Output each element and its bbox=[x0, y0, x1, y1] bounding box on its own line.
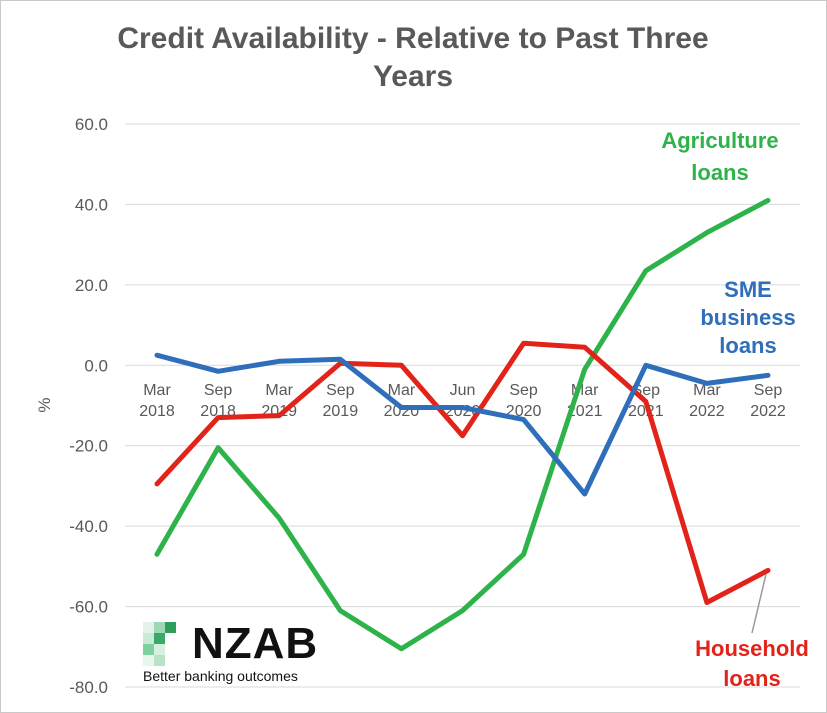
mosaic-tile bbox=[176, 633, 187, 644]
nzab-mosaic-icon bbox=[143, 622, 187, 666]
chart-title-line-2: Years bbox=[373, 60, 453, 93]
chart-title-line-1: Credit Availability - Relative to Past T… bbox=[117, 22, 708, 55]
y-axis-ticks: 60.0 40.0 20.0 0.0 -20.0 -40.0 -60.0 -80.0 bbox=[69, 115, 108, 697]
mosaic-tile bbox=[176, 622, 187, 633]
mosaic-tile bbox=[143, 655, 154, 666]
series-annotation-sme-business-loans: business bbox=[700, 305, 795, 330]
mosaic-tile bbox=[165, 655, 176, 666]
x-tick-label-month: Mar bbox=[143, 382, 171, 399]
x-tick-label-year: 2019 bbox=[323, 403, 359, 420]
x-tick-label-year: 2022 bbox=[750, 403, 786, 420]
x-tick-label-month: Jun bbox=[450, 382, 476, 399]
mosaic-tile bbox=[143, 622, 154, 633]
x-tick-label-month: Sep bbox=[754, 382, 783, 399]
y-tick-label: -60.0 bbox=[69, 598, 108, 617]
y-tick-label: -40.0 bbox=[69, 517, 108, 536]
logo-tagline: Better banking outcomes bbox=[143, 668, 298, 684]
series-annotation-household-loans: loans bbox=[723, 666, 780, 691]
mosaic-tile bbox=[165, 644, 176, 655]
gridlines bbox=[125, 123, 800, 688]
series-annotation-agriculture-loans: Agriculture bbox=[661, 128, 778, 153]
x-tick-label-month: Sep bbox=[326, 382, 355, 399]
mosaic-tile bbox=[143, 633, 154, 644]
y-tick-label: -80.0 bbox=[69, 678, 108, 697]
chart-title: Credit Availability - Relative to Past T… bbox=[117, 22, 708, 93]
series-annotation-agriculture-loans: loans bbox=[691, 160, 748, 185]
y-tick-label: -20.0 bbox=[69, 437, 108, 456]
mosaic-tile bbox=[176, 644, 187, 655]
mosaic-tile bbox=[154, 644, 165, 655]
series-annotation-sme-business-loans: loans bbox=[719, 333, 776, 358]
series-line-household-loans bbox=[154, 340, 771, 605]
x-axis-ticks: Mar2018Sep2018Mar2019Sep2019Mar2020Jun20… bbox=[139, 382, 786, 420]
x-tick-label-month: Mar bbox=[388, 382, 416, 399]
x-tick-label-month: Mar bbox=[265, 382, 293, 399]
y-tick-label: 40.0 bbox=[75, 195, 108, 214]
mosaic-tile bbox=[165, 622, 176, 633]
x-tick-label-month: Sep bbox=[204, 382, 233, 399]
nzab-logo: NZAB Better banking outcomes bbox=[143, 620, 343, 690]
series-lines bbox=[154, 197, 771, 652]
series-annotation-sme-business-loans: SME bbox=[724, 277, 772, 302]
x-tick-label-month: Mar bbox=[693, 382, 721, 399]
series-annotation-household-loans: Household bbox=[695, 636, 809, 661]
series-line-agriculture-loans bbox=[154, 197, 771, 652]
x-tick-label-year: 2022 bbox=[689, 403, 725, 420]
series-annotations: Agriculture loans SME business loans Househol… bbox=[661, 128, 809, 691]
mosaic-tile bbox=[154, 622, 165, 633]
mosaic-tile bbox=[154, 633, 165, 644]
mosaic-tile bbox=[176, 655, 187, 666]
mosaic-tile bbox=[165, 633, 176, 644]
x-tick-label-year: 2018 bbox=[139, 403, 175, 420]
household-label-leader bbox=[751, 574, 767, 634]
mosaic-tile bbox=[143, 644, 154, 655]
y-tick-label: 0.0 bbox=[84, 356, 108, 375]
x-tick-label-year: 2021 bbox=[628, 403, 664, 420]
mosaic-tile bbox=[154, 655, 165, 666]
logo-name: NZAB bbox=[192, 619, 319, 668]
y-tick-label: 20.0 bbox=[75, 276, 108, 295]
y-tick-label: 60.0 bbox=[75, 115, 108, 134]
y-axis-label: % bbox=[35, 397, 54, 412]
series-line-sme-business-loans bbox=[154, 352, 771, 497]
x-tick-label-month: Sep bbox=[509, 382, 538, 399]
x-tick-label-year: 2021 bbox=[567, 403, 603, 420]
